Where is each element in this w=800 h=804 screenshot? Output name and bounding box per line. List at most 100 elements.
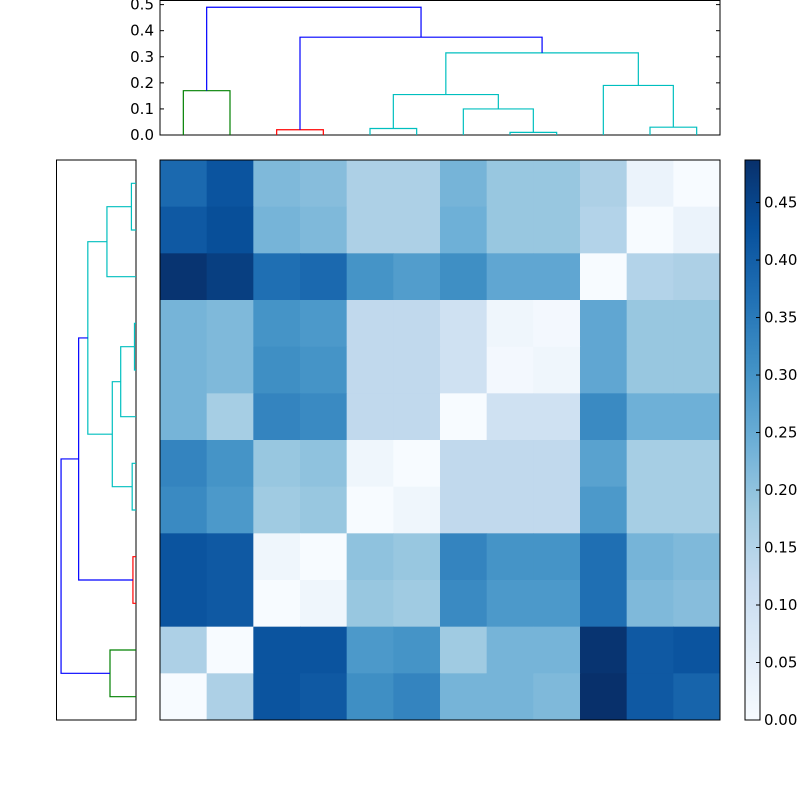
heatmap-cell xyxy=(486,253,534,301)
top-dendrogram-tick-label: 0.5 xyxy=(130,0,154,14)
heatmap-cell xyxy=(580,206,628,254)
heatmap-cell xyxy=(440,300,488,348)
heatmap-cell xyxy=(486,393,534,441)
colorbar-tick-label: 0.40 xyxy=(764,251,797,269)
heatmap-cell xyxy=(300,533,348,581)
heatmap-cell xyxy=(393,206,441,254)
heatmap-cell xyxy=(626,533,674,581)
heatmap-cell xyxy=(626,253,674,301)
top-dendrogram-tick-label: 0.4 xyxy=(130,22,154,40)
heatmap-cell xyxy=(626,346,674,394)
heatmap-frame xyxy=(159,159,721,721)
heatmap-cell xyxy=(206,346,254,394)
colorbar-tick-label: 0.15 xyxy=(764,539,797,557)
heatmap-cell xyxy=(673,253,721,301)
colorbar-tick-label: 0.30 xyxy=(764,366,797,384)
heatmap-cell xyxy=(440,206,488,254)
top-dendrogram-link xyxy=(445,52,639,95)
heatmap-cell xyxy=(440,393,488,441)
heatmap-cell xyxy=(393,673,441,721)
heatmap-cell xyxy=(486,440,534,488)
top-dendrogram-tick-label: 0.0 xyxy=(130,126,154,144)
heatmap-cell xyxy=(626,486,674,534)
heatmap-cell xyxy=(253,440,301,488)
left-dendrogram-link xyxy=(60,458,110,674)
heatmap-cell xyxy=(440,253,488,301)
heatmap-cell xyxy=(206,533,254,581)
heatmap-cell xyxy=(440,346,488,394)
heatmap-cell xyxy=(253,626,301,674)
heatmap-cell xyxy=(673,346,721,394)
heatmap-cell xyxy=(580,580,628,628)
heatmap-cell xyxy=(160,300,208,348)
heatmap-cell xyxy=(346,533,394,581)
top-dendrogram-link xyxy=(649,126,698,135)
heatmap-cell xyxy=(533,253,581,301)
heatmap-cell xyxy=(533,346,581,394)
left-dendrogram-link xyxy=(133,322,136,371)
heatmap-cell xyxy=(440,626,488,674)
heatmap-cell xyxy=(346,160,394,208)
heatmap-cell xyxy=(160,440,208,488)
heatmap-cell xyxy=(346,580,394,628)
heatmap-cell xyxy=(346,300,394,348)
left-dendrogram-link xyxy=(130,182,136,231)
heatmap-cell xyxy=(580,346,628,394)
heatmap-cell xyxy=(486,626,534,674)
heatmap-cell xyxy=(300,393,348,441)
top-dendrogram-link xyxy=(602,84,674,135)
heatmap-cell xyxy=(206,626,254,674)
heatmap-cell xyxy=(160,346,208,394)
heatmap-cell xyxy=(300,580,348,628)
heatmap-cell xyxy=(253,533,301,581)
heatmap-cell xyxy=(160,160,208,208)
heatmap-cell xyxy=(533,626,581,674)
heatmap-cell xyxy=(346,673,394,721)
heatmap-cell xyxy=(440,580,488,628)
heatmap-cell xyxy=(160,580,208,628)
left-dendrogram-link xyxy=(111,381,133,488)
top-dendrogram-link xyxy=(462,108,534,135)
heatmap-cell xyxy=(206,393,254,441)
heatmap-cell xyxy=(253,300,301,348)
top-dendrogram-link xyxy=(299,36,543,130)
heatmap-cell xyxy=(533,533,581,581)
heatmap-cell xyxy=(440,486,488,534)
heatmap-cell xyxy=(160,673,208,721)
heatmap-cell xyxy=(160,533,208,581)
heatmap-cell xyxy=(626,206,674,254)
top-dendrogram-link xyxy=(276,129,324,135)
left-dendrogram-link xyxy=(87,241,113,435)
heatmap-cell xyxy=(346,486,394,534)
heatmap-cell xyxy=(206,486,254,534)
heatmap-cell xyxy=(486,346,534,394)
heatmap-cell xyxy=(206,440,254,488)
heatmap-cell xyxy=(673,440,721,488)
heatmap-cell xyxy=(393,346,441,394)
heatmap-cell xyxy=(580,486,628,534)
heatmap-cell xyxy=(253,486,301,534)
heatmap-cell xyxy=(393,580,441,628)
heatmap-cell xyxy=(300,346,348,394)
colorbar-tick-label: 0.25 xyxy=(764,424,797,442)
left-dendrogram-frame xyxy=(56,159,137,721)
heatmap-cell xyxy=(673,486,721,534)
heatmap-cell xyxy=(580,673,628,721)
heatmap-cell xyxy=(486,300,534,348)
heatmap-cell xyxy=(533,160,581,208)
heatmap-cell xyxy=(300,253,348,301)
heatmap-cell xyxy=(300,626,348,674)
left-dendrogram-link xyxy=(78,337,133,581)
heatmap-cell xyxy=(580,533,628,581)
heatmap-cell xyxy=(486,160,534,208)
colorbar-tick-label: 0.00 xyxy=(764,711,797,729)
heatmap-cell xyxy=(253,206,301,254)
heatmap-cell xyxy=(393,533,441,581)
heatmap-cell xyxy=(533,673,581,721)
heatmap-cell xyxy=(393,253,441,301)
heatmap-cell xyxy=(580,393,628,441)
top-dendrogram-tick-label: 0.2 xyxy=(130,74,154,92)
heatmap-cell xyxy=(626,626,674,674)
heatmap-cell xyxy=(253,160,301,208)
heatmap-cell xyxy=(673,206,721,254)
